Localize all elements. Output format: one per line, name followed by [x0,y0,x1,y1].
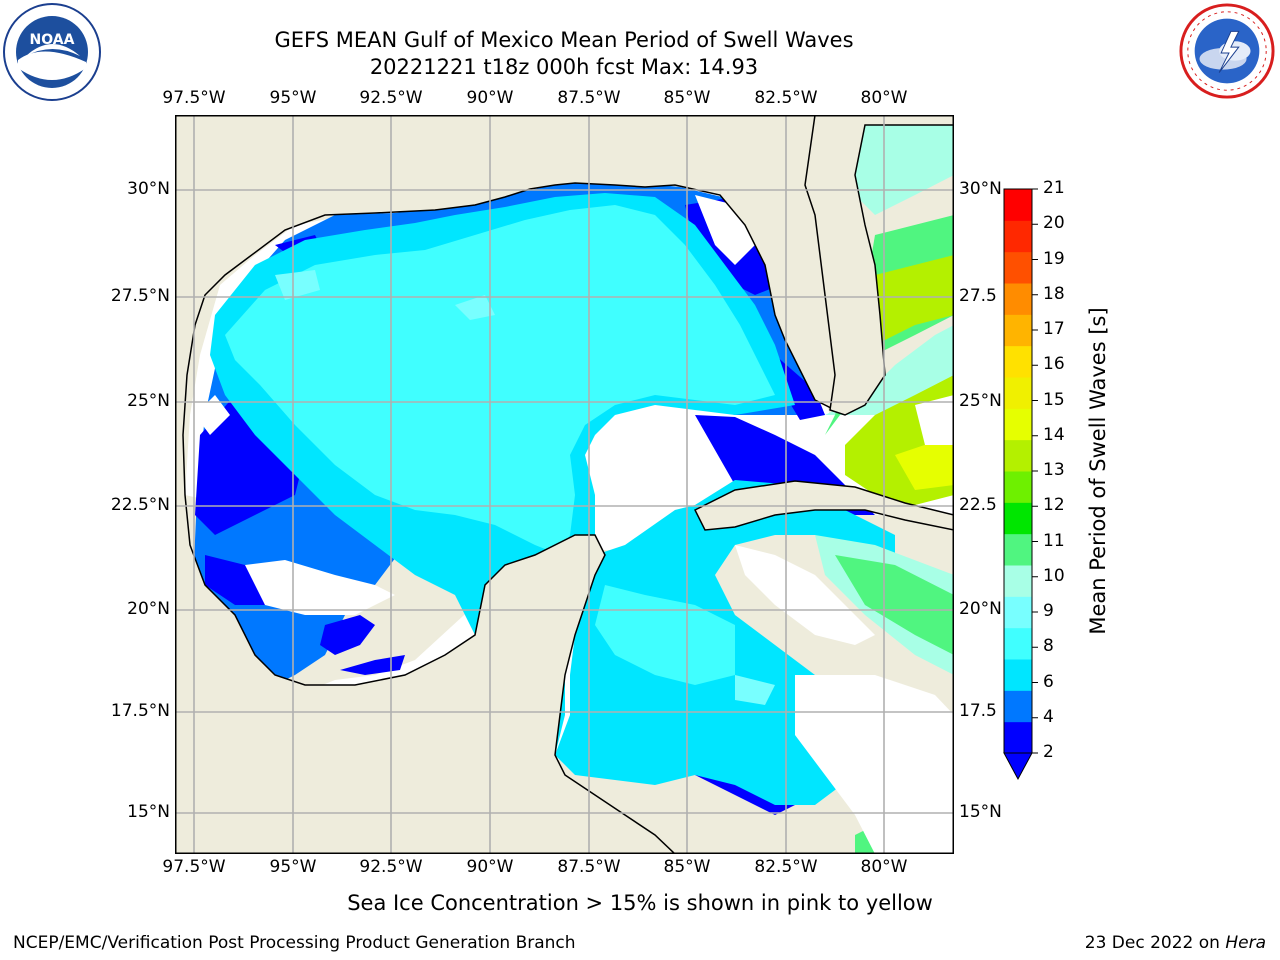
lat-label-right: 27.5 [959,286,997,306]
colorbar-segment [1004,721,1032,754]
colorbar-tick-label: 18 [1043,283,1065,304]
lon-label-bottom: 95°W [269,857,317,877]
colorbar-segment [1004,659,1032,691]
colorbar-segment [1004,502,1032,535]
colorbar-segment [1004,533,1032,566]
lat-label-left: 30°N [127,179,170,199]
colorbar-tick-label: 11 [1043,530,1065,551]
lat-label-left: 22.5°N [110,495,170,515]
lat-label-left: 17.5°N [110,701,170,721]
lon-label-bottom: 90°W [466,857,514,877]
colorbar [1003,188,1038,781]
colorbar-tick-label: 20 [1043,213,1065,234]
lat-label-right: 25°N [959,391,1002,411]
lat-label-right: 22.5 [959,495,997,515]
footer-machine: Hera [1225,933,1266,953]
swell-region-6to8s [225,205,775,555]
colorbar-tick-label: 15 [1043,389,1065,410]
colorbar-segment [1004,690,1032,723]
lon-label-top: 82.5°W [754,88,818,108]
colorbar-segment [1004,314,1032,347]
lon-label-bottom: 87.5°W [557,857,621,877]
colorbar-segment [1004,377,1032,409]
colorbar-segment [1004,345,1032,378]
map-title: GEFS MEAN Gulf of Mexico Mean Period of … [274,28,854,52]
lon-label-bottom: 85°W [663,857,711,877]
colorbar-segment [1004,408,1032,441]
lat-label-left: 27.5°N [110,286,170,306]
colorbar-tick-label: 10 [1043,565,1065,586]
colorbar-tick-label: 6 [1043,671,1054,692]
gulf-of-mexico-map [175,115,954,854]
lat-label-right: 30°N [959,179,1002,199]
colorbar-tick-label: 9 [1043,601,1054,621]
footer-credit: NCEP/EMC/Verification Post Processing Pr… [13,933,576,953]
no-data-areas [195,195,954,854]
colorbar-tick-label: 2 [1043,742,1054,762]
lat-label-left: 15°N [127,802,170,822]
colorbar-segment [1004,220,1032,253]
lon-label-top: 80°W [860,88,908,108]
colorbar-segment [1004,283,1032,315]
lat-label-left: 25°N [127,391,170,411]
lat-label-right: 20°N [959,599,1002,619]
lon-label-bottom: 80°W [860,857,908,877]
colorbar-segment [1004,471,1032,503]
colorbar-tick-label: 19 [1043,248,1065,269]
colorbar-tick-label: 14 [1043,424,1065,445]
map-frame [175,115,954,854]
lon-label-top: 97.5°W [162,88,226,108]
lat-label-right: 17.5 [959,701,997,721]
colorbar-tick-label: 8 [1043,636,1054,657]
lon-label-top: 92.5°W [359,88,423,108]
nws-logo [1179,3,1275,99]
lon-label-bottom: 92.5°W [359,857,423,877]
colorbar-label: Mean Period of Swell Waves [s] [1086,307,1110,635]
map-subtitle: 20221221 t18z 000h fcst Max: 14.93 [369,55,759,79]
colorbar-segment [1004,565,1032,597]
colorbar-segment [1004,596,1032,629]
lon-label-top: 87.5°W [557,88,621,108]
lon-label-top: 85°W [663,88,711,108]
colorbar-extend-arrow [1003,752,1033,781]
colorbar-segment [1004,189,1032,221]
lat-label-left: 20°N [127,599,170,619]
colorbar-tick-label: 4 [1043,706,1054,727]
colorbar-tick-label: 13 [1043,460,1065,480]
lon-label-bottom: 82.5°W [754,857,818,877]
colorbar-segment [1004,627,1032,660]
lon-label-top: 95°W [269,88,317,108]
sea-ice-caption: Sea Ice Concentration > 15% is shown in … [347,891,933,915]
lon-label-top: 90°W [466,88,514,108]
lon-label-bottom: 97.5°W [162,857,226,877]
colorbar-tick-label: 17 [1043,319,1065,339]
noaa-logo: NOAA [3,3,101,101]
colorbar-tick-label: 12 [1043,495,1065,516]
colorbar-segment [1004,439,1032,472]
footer-date-text: 23 Dec 2022 on [1084,933,1226,953]
footer-date: 23 Dec 2022 on Hera [1085,933,1266,953]
colorbar-segment [1004,251,1032,284]
lat-label-right: 15°N [959,802,1002,822]
graticule [175,115,954,854]
colorbar-tick-label: 16 [1043,354,1065,375]
noaa-logo-text: NOAA [30,32,75,48]
colorbar-tick-label: 21 [1043,178,1065,198]
